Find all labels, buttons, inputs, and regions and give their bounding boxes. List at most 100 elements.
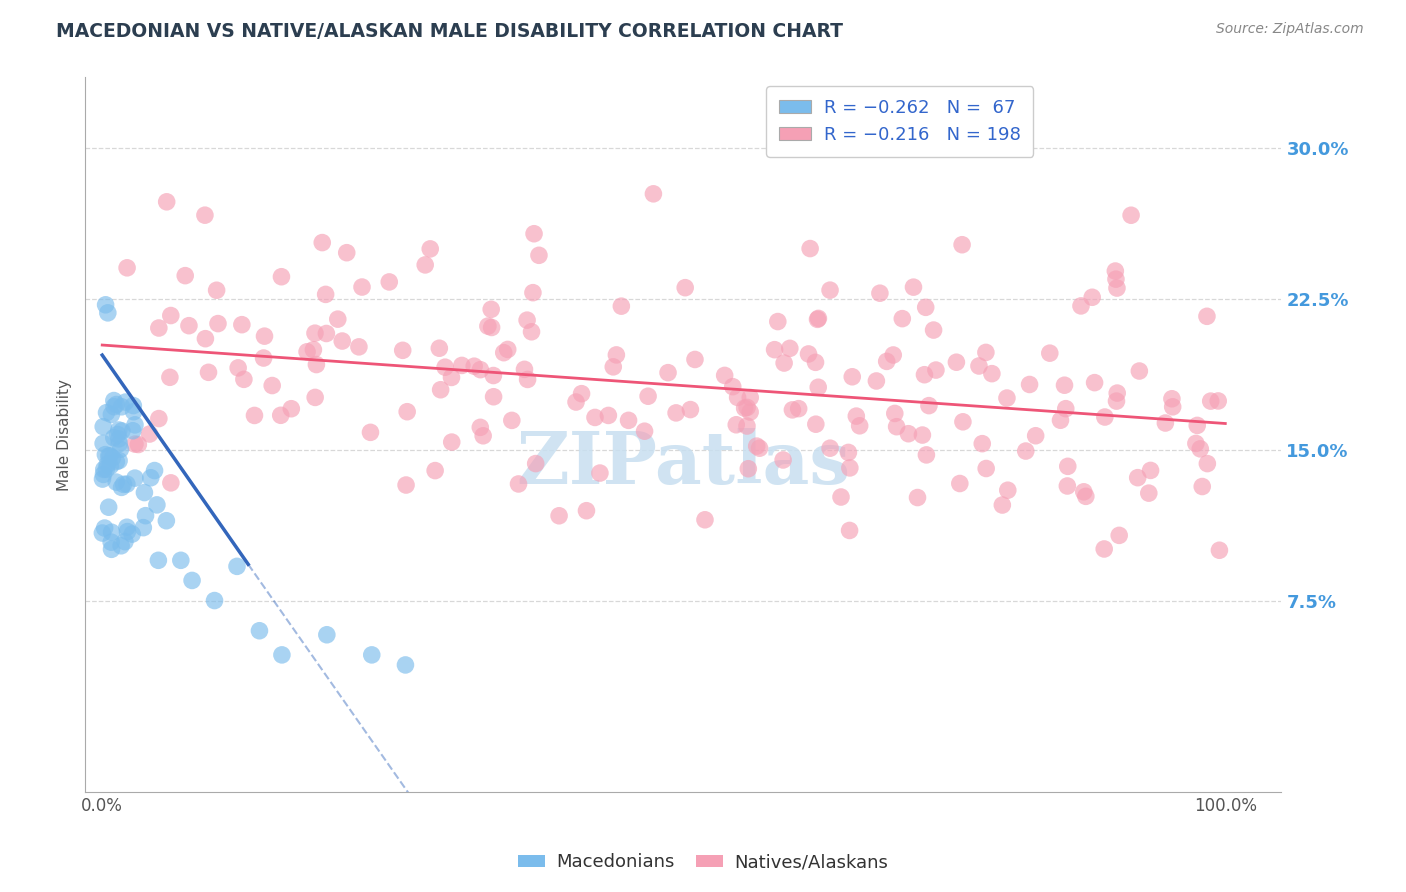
Point: [882, 348, 904, 362]
Point: [427, 341, 450, 355]
Point: [1195, 310, 1218, 324]
Point: [270, 269, 292, 284]
Point: [360, 648, 382, 662]
Point: [766, 314, 789, 328]
Point: [995, 391, 1018, 405]
Point: [463, 359, 485, 374]
Point: [516, 313, 538, 327]
Point: [110, 539, 132, 553]
Point: [100, 525, 122, 540]
Point: [915, 448, 938, 462]
Point: [838, 461, 860, 475]
Point: [735, 419, 758, 434]
Point: [763, 343, 786, 357]
Point: [693, 513, 716, 527]
Point: [897, 426, 920, 441]
Point: [477, 319, 499, 334]
Point: [315, 326, 337, 341]
Point: [96, 462, 118, 476]
Point: [1039, 346, 1062, 360]
Point: [194, 208, 217, 222]
Y-axis label: Male Disability: Male Disability: [58, 378, 72, 491]
Point: [91, 472, 114, 486]
Point: [302, 343, 325, 357]
Point: [111, 424, 134, 438]
Point: [91, 436, 114, 450]
Point: [1206, 393, 1229, 408]
Point: [1070, 299, 1092, 313]
Point: [93, 467, 115, 482]
Point: [124, 437, 146, 451]
Point: [1139, 463, 1161, 477]
Point: [1108, 528, 1130, 542]
Point: [838, 524, 860, 538]
Point: [1191, 479, 1213, 493]
Point: [160, 475, 183, 490]
Point: [524, 457, 547, 471]
Point: [598, 409, 620, 423]
Point: [516, 372, 538, 386]
Point: [804, 417, 827, 432]
Point: [876, 354, 898, 368]
Point: [737, 461, 759, 475]
Point: [991, 498, 1014, 512]
Point: [945, 355, 967, 369]
Point: [1053, 378, 1076, 392]
Point: [252, 351, 274, 365]
Point: [121, 424, 143, 438]
Point: [1054, 401, 1077, 416]
Point: [617, 413, 640, 427]
Point: [103, 393, 125, 408]
Point: [1015, 444, 1038, 458]
Point: [848, 418, 870, 433]
Point: [359, 425, 381, 440]
Point: [103, 400, 125, 414]
Point: [1161, 400, 1184, 414]
Point: [1119, 208, 1142, 222]
Point: [205, 283, 228, 297]
Point: [513, 362, 536, 376]
Point: [772, 453, 794, 467]
Point: [806, 312, 828, 326]
Point: [1056, 479, 1078, 493]
Point: [952, 415, 974, 429]
Point: [124, 417, 146, 432]
Point: [100, 535, 122, 549]
Point: [270, 409, 292, 423]
Point: [1126, 470, 1149, 484]
Point: [159, 370, 181, 384]
Point: [845, 409, 868, 423]
Point: [799, 242, 821, 256]
Point: [96, 458, 118, 472]
Point: [146, 498, 169, 512]
Point: [100, 408, 122, 422]
Point: [633, 424, 655, 438]
Point: [232, 372, 254, 386]
Point: [1107, 386, 1129, 401]
Point: [865, 374, 887, 388]
Point: [115, 477, 138, 491]
Point: [440, 435, 463, 450]
Point: [745, 439, 768, 453]
Point: [105, 475, 128, 489]
Point: [520, 325, 543, 339]
Point: [967, 359, 990, 373]
Point: [156, 194, 179, 209]
Point: [804, 355, 827, 369]
Point: [253, 329, 276, 343]
Point: [91, 526, 114, 541]
Point: [482, 390, 505, 404]
Point: [470, 362, 492, 376]
Point: [97, 306, 120, 320]
Point: [637, 389, 659, 403]
Point: [1073, 484, 1095, 499]
Point: [974, 345, 997, 359]
Point: [231, 318, 253, 332]
Point: [782, 402, 804, 417]
Point: [326, 312, 349, 326]
Point: [501, 413, 523, 427]
Point: [124, 471, 146, 485]
Point: [727, 391, 749, 405]
Point: [440, 370, 463, 384]
Point: [886, 419, 908, 434]
